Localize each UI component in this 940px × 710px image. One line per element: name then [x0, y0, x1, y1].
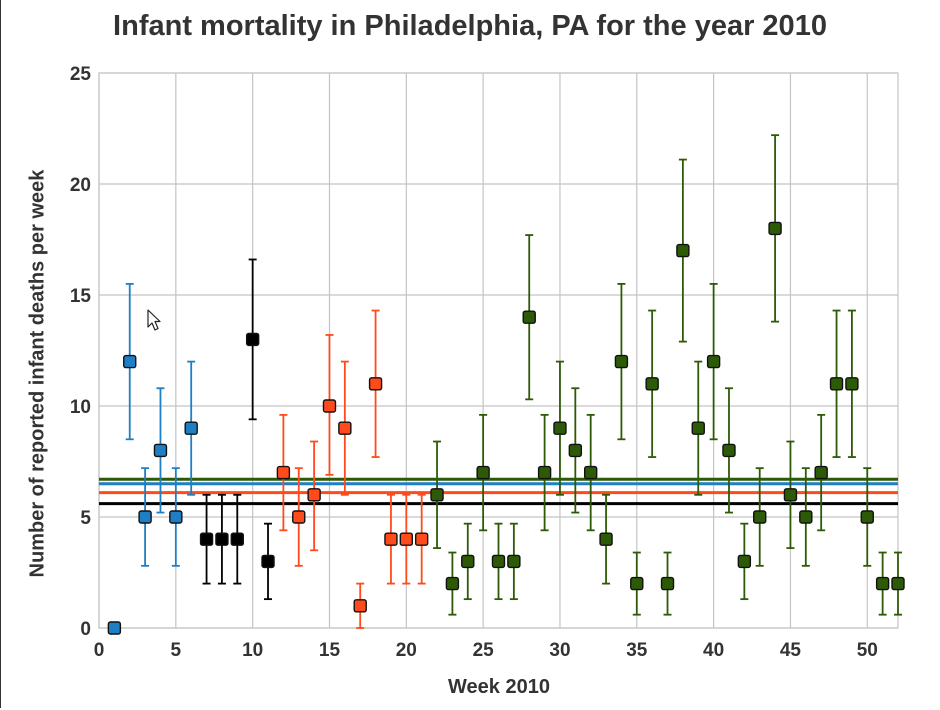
chart-title: Infant mortality in Philadelphia, PA for… [113, 10, 827, 42]
data-point [860, 510, 874, 524]
data-point [123, 354, 137, 369]
data-point [384, 532, 398, 546]
data-point [414, 532, 429, 546]
data-point [368, 377, 383, 391]
data-point [676, 243, 690, 258]
tick-labels: 0 5 10 15 20 25 0 5 10 15 20 25 30 35 40 45 50 [70, 64, 878, 661]
data-point [599, 532, 613, 546]
data-point [568, 443, 583, 458]
data-point [660, 576, 675, 591]
data-point [891, 576, 905, 591]
mean-lines [99, 477, 898, 506]
data-point [645, 377, 659, 391]
data-point [537, 465, 552, 480]
x-tick-label: 45 [780, 640, 802, 661]
y-tick-label: 25 [70, 64, 92, 85]
data-point [583, 465, 598, 480]
data-point [783, 488, 798, 502]
data-point [399, 532, 414, 546]
data-point [153, 443, 168, 458]
data-point [276, 465, 291, 480]
data-point [630, 576, 644, 591]
data-point [706, 354, 721, 369]
data-point [215, 532, 229, 546]
data-point [461, 554, 475, 569]
x-tick-label: 5 [171, 640, 182, 661]
data-point [230, 532, 244, 546]
data-point [814, 465, 828, 480]
x-tick-label: 15 [319, 640, 341, 661]
x-tick-label: 35 [626, 640, 648, 661]
data-point [737, 554, 752, 569]
data-point [169, 510, 183, 524]
data-point [292, 510, 306, 524]
data-point [261, 554, 275, 569]
data-point [722, 443, 736, 458]
mouse-pointer-icon [147, 309, 161, 331]
data-point [768, 221, 782, 236]
data-point [691, 421, 705, 435]
data-point [445, 576, 460, 591]
y-tick-label: 5 [80, 508, 91, 529]
plot-border [98, 72, 899, 629]
y-tick-label: 15 [70, 286, 92, 307]
x-tick-label: 50 [857, 640, 878, 661]
y-tick-label: 10 [70, 397, 91, 418]
y-axis-label: Number of reported infant deaths per wee… [26, 169, 49, 578]
x-tick-label: 25 [473, 640, 495, 661]
x-tick-label: 0 [94, 640, 105, 661]
data-point [522, 310, 536, 324]
data-point [353, 599, 367, 613]
data-point [107, 621, 122, 635]
data-point [845, 377, 859, 391]
x-tick-label: 40 [703, 640, 724, 661]
data-point [507, 554, 521, 569]
data-point [614, 354, 629, 369]
data-point [553, 421, 567, 435]
x-tick-label: 10 [242, 640, 263, 661]
data-point [476, 465, 490, 480]
data-point [307, 488, 321, 502]
error-bars [125, 134, 902, 629]
y-tick-label: 20 [70, 175, 91, 196]
data-point [799, 510, 813, 524]
data-point [322, 399, 337, 413]
x-tick-label: 20 [396, 640, 417, 661]
data-point [753, 510, 767, 524]
data-point [491, 554, 506, 569]
y-tick-label: 0 [80, 619, 91, 640]
data-point [199, 532, 214, 546]
data-point [875, 576, 890, 591]
data-point [245, 332, 260, 347]
data-point [184, 421, 198, 435]
x-tick-label: 30 [549, 640, 570, 661]
data-points [107, 221, 905, 635]
x-axis-label: Week 2010 [448, 676, 550, 698]
data-point [138, 510, 152, 524]
data-point [829, 377, 844, 391]
data-point [430, 488, 444, 502]
data-point [338, 421, 352, 435]
